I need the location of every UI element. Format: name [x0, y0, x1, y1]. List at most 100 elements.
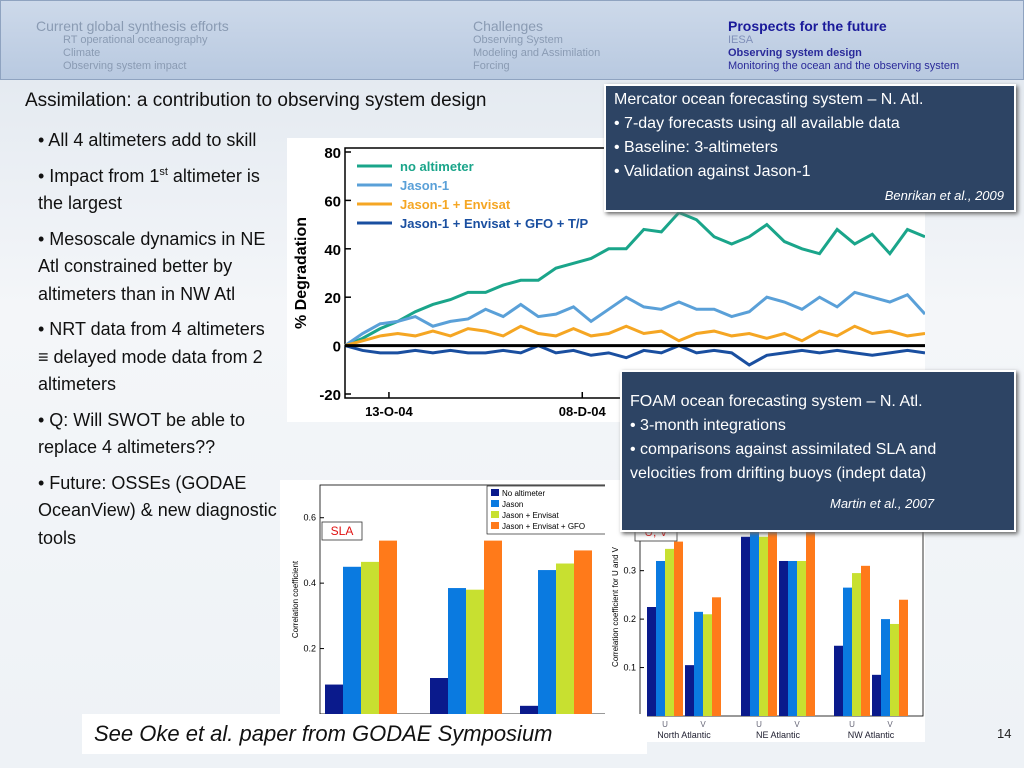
nav-item: Modeling and Assimilation: [473, 47, 601, 59]
callout-line: • Validation against Jason-1: [614, 163, 811, 180]
y-axis-label: Correlation coefficient: [291, 560, 300, 638]
x-tick-label: U: [662, 720, 668, 729]
nav-column: Prospects for the future IESA Observing sy…: [728, 18, 959, 73]
bar: [556, 563, 574, 714]
bullet-text: • NRT data from 4 altimeters ≡ delayed m…: [38, 319, 265, 394]
legend-label: no altimeter: [400, 159, 474, 174]
bar: [779, 560, 788, 716]
bar: [712, 597, 721, 716]
bullet-list: • All 4 altimeters add to skill • Impact …: [38, 127, 278, 560]
bar: [674, 541, 683, 716]
x-tick-label: V: [794, 720, 800, 729]
bar: [759, 536, 768, 716]
citation: Martin et al., 2007: [830, 496, 935, 511]
nav-item: Observing System: [473, 34, 563, 46]
bar: [647, 607, 656, 716]
callout-line: • comparisons against assimilated SLA an…: [630, 441, 937, 482]
legend-label: Jason + Envisat + GFO: [502, 522, 585, 531]
bullet: • All 4 altimeters add to skill: [38, 127, 278, 155]
nav-item: Monitoring the ocean and the observing s…: [728, 60, 960, 72]
region-label: NE Atlantic: [756, 730, 801, 740]
y-tick-label: 0.1: [623, 663, 636, 673]
legend-label: Jason-1: [400, 178, 449, 193]
y-axis-label: Correlation coefficient for U and V: [611, 546, 620, 667]
series-line: [344, 343, 925, 367]
bar: [538, 570, 556, 714]
bar: [325, 684, 343, 714]
bar: [768, 531, 777, 716]
chart-tag-box: [321, 521, 363, 541]
legend-swatch: [491, 500, 499, 507]
legend-label: Jason-1 + Envisat + GFO + T/P: [400, 216, 589, 231]
bullet: • Impact from 1st altimeter is the large…: [38, 163, 278, 218]
superscript: st: [159, 165, 168, 178]
bar: [797, 560, 806, 716]
bar: [881, 619, 890, 716]
bullet: • Mesoscale dynamics in NE Atl constrain…: [38, 226, 278, 309]
bar: [834, 645, 843, 716]
bar: [379, 540, 397, 714]
bar: [788, 560, 797, 716]
callout-line: FOAM ocean forecasting system – N. Atl.: [630, 393, 923, 410]
mercator-callout: Mercator ocean forecasting system – N. A…: [604, 84, 1016, 212]
bullet-text: • All 4 altimeters add to skill: [38, 130, 257, 150]
bullet-text: • Q: Will SWOT be able to replace 4 alti…: [38, 409, 246, 458]
y-tick-label: 0.2: [623, 614, 636, 624]
footer-note: See Oke et al. paper from GODAE Symposiu…: [82, 714, 647, 754]
callout-line: • Baseline: 3-altimeters: [614, 139, 778, 156]
nav-item: IESA: [728, 34, 754, 46]
legend-swatch: [491, 522, 499, 529]
bullet: • Future: OSSEs (GODAE OceanView) & new …: [38, 470, 278, 553]
x-tick-label: 13-O-04: [365, 404, 413, 419]
region-label: NW Atlantic: [848, 730, 895, 740]
y-tick-label: 0.3: [623, 566, 636, 576]
foam-callout: FOAM ocean forecasting system – N. Atl. •…: [620, 370, 1016, 532]
nav-item: Climate: [63, 47, 101, 59]
nav-item: Observing system design: [728, 47, 862, 59]
nav-bar: Current global synthesis efforts RT opera…: [0, 0, 1024, 80]
series-line: [344, 324, 925, 348]
bullet-text: • Impact from 1: [38, 165, 160, 186]
bullet: • NRT data from 4 altimeters ≡ delayed m…: [38, 316, 278, 399]
y-axis-label: % Degradation: [293, 217, 310, 329]
callout-line: • 3-month integrations: [630, 417, 786, 434]
y-tick-label: 0: [333, 339, 341, 356]
x-tick-label: V: [887, 720, 893, 729]
bar: [703, 614, 712, 716]
bar: [574, 550, 592, 714]
nav-item: RT operational oceanography: [63, 34, 208, 46]
legend-box: [486, 485, 608, 535]
y-tick-label: 40: [324, 242, 341, 259]
sla-bar-chart: 0.2 0.4 0.6 Correlation coefficient SLA No al…: [280, 480, 615, 742]
nav-item: Forcing: [473, 60, 510, 72]
y-tick-label: 0.4: [303, 578, 316, 588]
bar: [665, 548, 674, 716]
legend-label: Jason: [502, 500, 523, 509]
bar: [343, 566, 361, 714]
bullet-text: • Mesoscale dynamics in NE Atl constrain…: [38, 228, 266, 304]
series-line: [344, 290, 925, 347]
chart-tag: SLA: [331, 524, 354, 538]
bar: [361, 561, 379, 714]
bar: [694, 611, 703, 716]
x-tick-label: V: [700, 720, 706, 729]
bullet-text: • Future: OSSEs (GODAE OceanView) & new …: [38, 472, 277, 548]
legend-swatch: [491, 489, 499, 496]
x-tick-label: U: [756, 720, 762, 729]
x-tick-label: 08-D-04: [559, 404, 607, 419]
nav-title: Challenges: [473, 18, 544, 34]
bullet: • Q: Will SWOT be able to replace 4 alti…: [38, 407, 278, 462]
bar: [861, 565, 870, 716]
series-line: [344, 210, 925, 347]
slide-title: Assimilation: a contribution to observin…: [25, 90, 487, 111]
nav-column: Current global synthesis efforts RT opera…: [36, 18, 229, 73]
y-tick-label: 0.6: [303, 513, 316, 523]
y-tick-label: 80: [324, 145, 341, 162]
callout-line: • 7-day forecasts using all available da…: [614, 115, 900, 132]
page-number: 14: [997, 726, 1012, 741]
bar: [750, 531, 759, 716]
bar: [872, 674, 881, 716]
nav-title: Prospects for the future: [728, 18, 887, 34]
y-tick-label: 20: [324, 290, 341, 307]
